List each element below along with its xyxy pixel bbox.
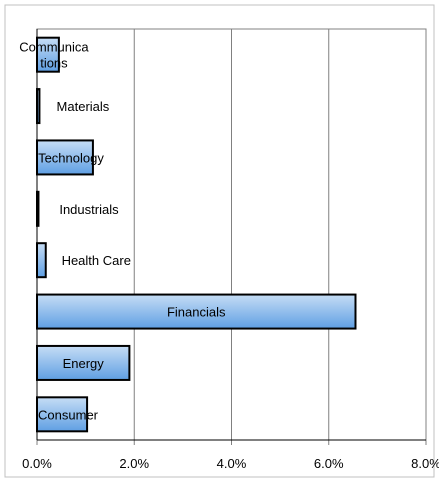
bar xyxy=(36,344,131,381)
bar-label: Energy xyxy=(63,356,105,371)
bar xyxy=(36,293,357,330)
bar-label: Consumer xyxy=(38,407,99,422)
bar xyxy=(36,242,47,279)
bar xyxy=(36,396,89,433)
x-tick-label: 4.0% xyxy=(217,456,247,471)
x-tick-label: 0.0% xyxy=(22,456,52,471)
bar xyxy=(36,139,94,176)
x-tick-label: 2.0% xyxy=(119,456,149,471)
x-tick-label: 8.0% xyxy=(411,456,439,471)
x-tick-label: 6.0% xyxy=(314,456,344,471)
plot-area: 0.0% 2.0% 4.0% 6.0% 8.0% Communica tions Materi… xyxy=(19,28,439,471)
bar-label: Technology xyxy=(38,150,104,165)
chart-area-border xyxy=(4,4,435,478)
bar-label: Communica tions xyxy=(19,40,89,71)
bar-label: Financials xyxy=(167,305,226,320)
bar-label: Materials xyxy=(57,99,110,114)
bar-label: Health Care xyxy=(62,253,131,268)
bar-label: Industrials xyxy=(59,202,119,217)
